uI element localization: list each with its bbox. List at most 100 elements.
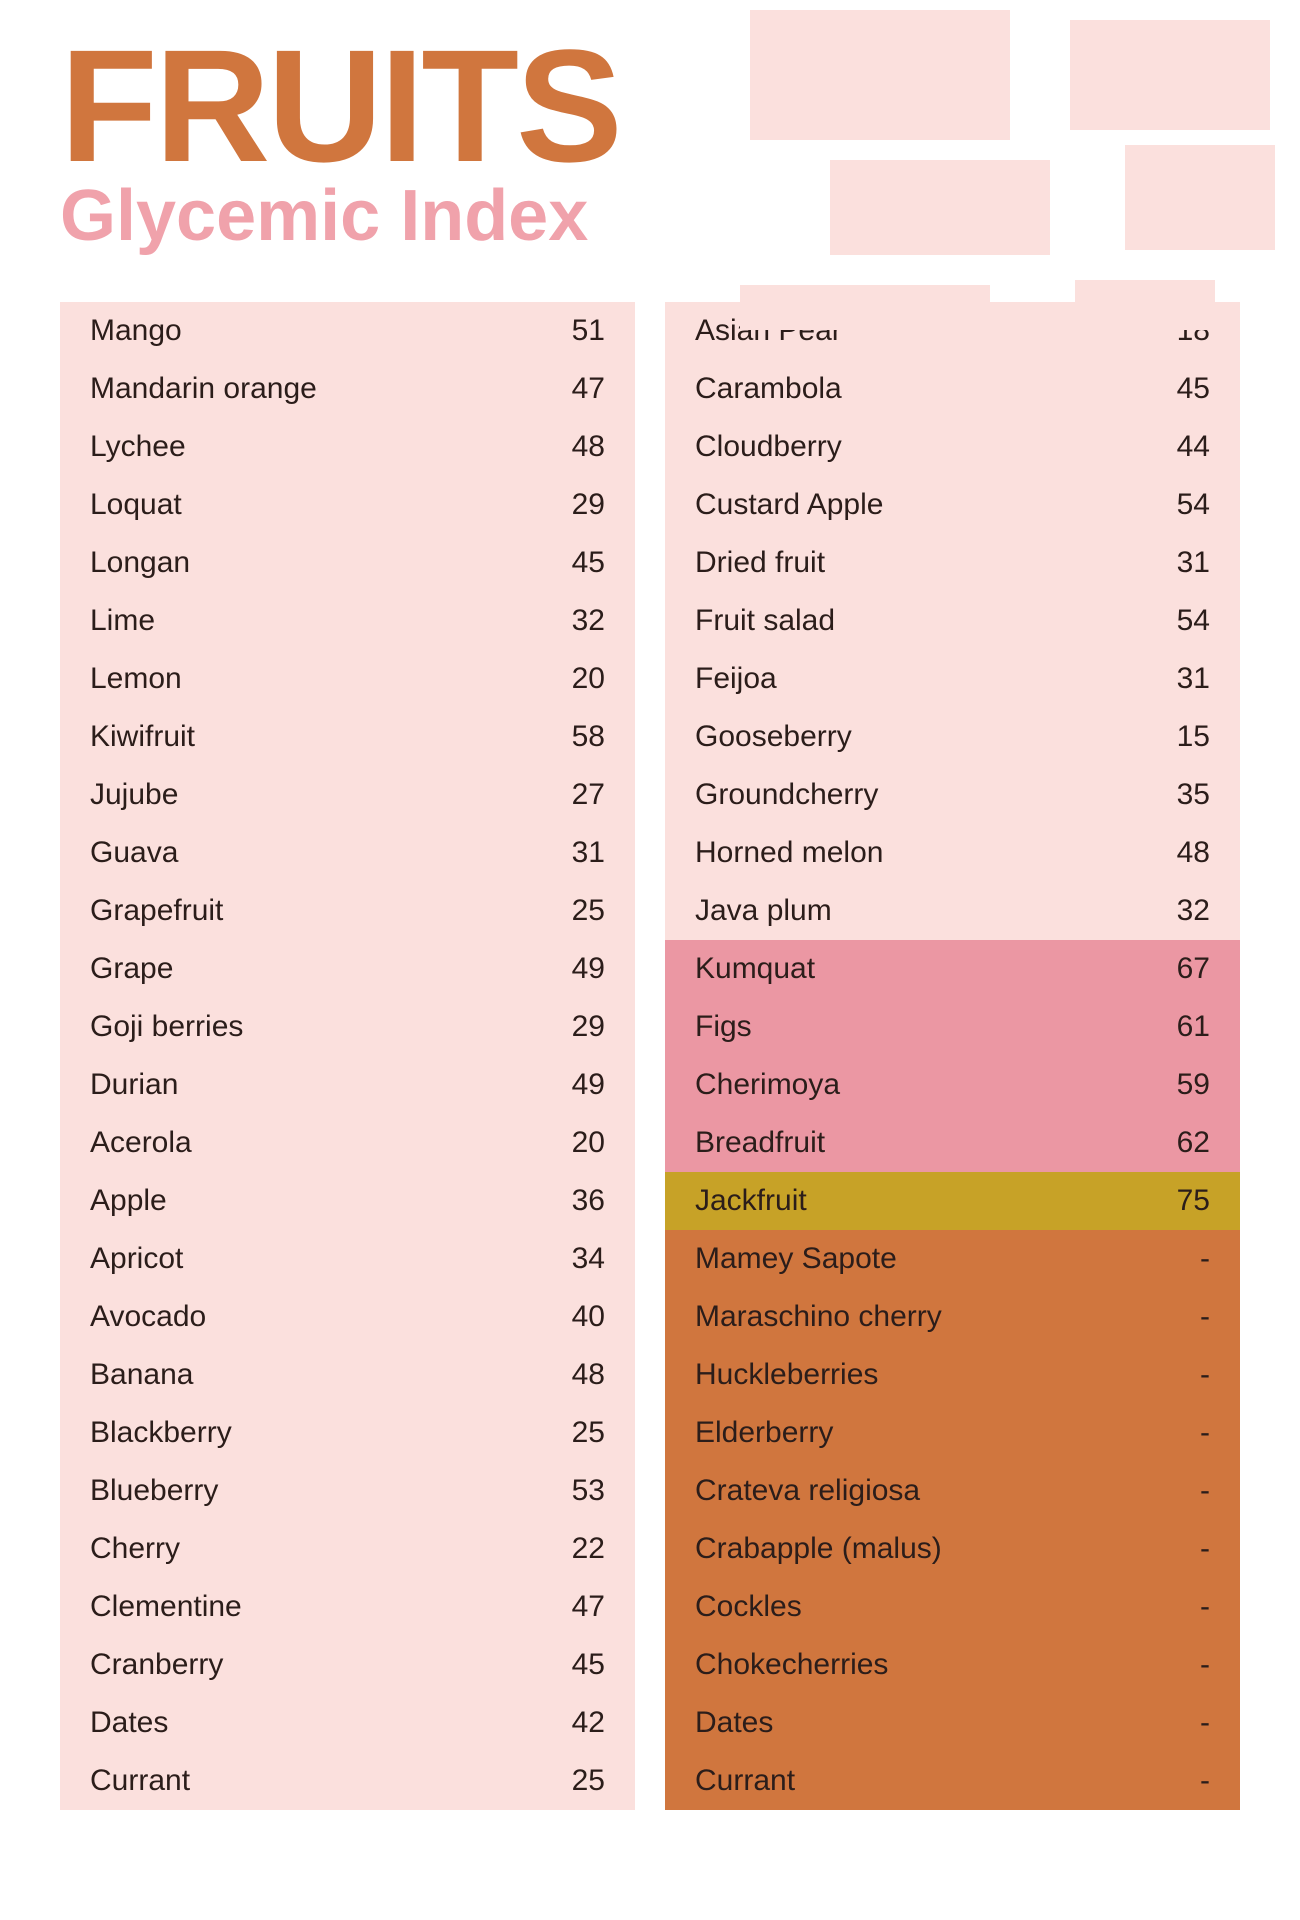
table-row: Kiwifruit 58 xyxy=(60,708,635,766)
fruit-name: Mandarin orange xyxy=(90,372,317,406)
table-row: Custard Apple54 xyxy=(665,476,1240,534)
gi-value: 25 xyxy=(545,894,605,928)
fruit-name: Breadfruit xyxy=(695,1126,825,1160)
gi-value: 15 xyxy=(1150,720,1210,754)
fruit-name: Loquat xyxy=(90,488,182,522)
gi-value: 32 xyxy=(545,604,605,638)
fruit-name: Fruit salad xyxy=(695,604,835,638)
gi-value: - xyxy=(1150,1358,1210,1392)
gi-value: 29 xyxy=(545,488,605,522)
gi-value: 59 xyxy=(1150,1068,1210,1102)
fruit-name: Longan xyxy=(90,546,190,580)
gi-value: 42 xyxy=(545,1706,605,1740)
fruit-name: Blackberry xyxy=(90,1416,232,1450)
fruit-name: Carambola xyxy=(695,372,842,406)
fruit-name: Lemon xyxy=(90,662,182,696)
fruit-name: Mamey Sapote xyxy=(695,1242,897,1276)
table-row: Horned melon48 xyxy=(665,824,1240,882)
fruit-name: Kumquat xyxy=(695,952,815,986)
gi-value: 35 xyxy=(1150,778,1210,812)
table-row: Cherry22 xyxy=(60,1520,635,1578)
table-row: Cloudberry44 xyxy=(665,418,1240,476)
table-row: Cherimoya 59 xyxy=(665,1056,1240,1114)
fruit-name: Currant xyxy=(90,1764,190,1798)
gi-value: 20 xyxy=(545,662,605,696)
gi-value: 44 xyxy=(1150,430,1210,464)
gi-value: 34 xyxy=(545,1242,605,1276)
fruit-name: Banana xyxy=(90,1358,193,1392)
fruit-name: Mango xyxy=(90,314,182,348)
fruit-name: Cherry xyxy=(90,1532,180,1566)
table-row: Cockles- xyxy=(665,1578,1240,1636)
table-row: Clementine47 xyxy=(60,1578,635,1636)
fruit-name: Feijoa xyxy=(695,662,777,696)
gi-value: 40 xyxy=(545,1300,605,1334)
fruit-name: Acerola xyxy=(90,1126,192,1160)
table-row: Dried fruit31 xyxy=(665,534,1240,592)
table-row: Elderberry - xyxy=(665,1404,1240,1462)
fruit-name: Jujube xyxy=(90,778,178,812)
fruit-name: Grapefruit xyxy=(90,894,223,928)
right-column: Asian Pear18Carambola45Cloudberry44Custa… xyxy=(665,302,1240,1810)
page-title: FRUITS xyxy=(60,30,1240,182)
gi-value: 25 xyxy=(545,1764,605,1798)
gi-value: 45 xyxy=(1150,372,1210,406)
fruit-name: Dates xyxy=(695,1706,773,1740)
fruit-name: Lychee xyxy=(90,430,186,464)
table-columns: Mango 51 Mandarin orange 47 Lychee48 Loquat 29… xyxy=(0,272,1300,1850)
gi-value: - xyxy=(1150,1242,1210,1276)
gi-value: 58 xyxy=(545,720,605,754)
table-row: Carambola 45 xyxy=(665,360,1240,418)
table-row: Crabapple (malus)- xyxy=(665,1520,1240,1578)
table-row: Lime32 xyxy=(60,592,635,650)
table-row: Guava31 xyxy=(60,824,635,882)
table-row: Jujube 27 xyxy=(60,766,635,824)
gi-value: 32 xyxy=(1150,894,1210,928)
table-row: Huckleberries- xyxy=(665,1346,1240,1404)
page-subtitle: Glycemic Index xyxy=(60,180,1240,252)
fruit-name: Goji berries xyxy=(90,1010,243,1044)
fruit-name: Cherimoya xyxy=(695,1068,840,1102)
table-row: Cranberry45 xyxy=(60,1636,635,1694)
gi-value: 61 xyxy=(1150,1010,1210,1044)
gi-value: 47 xyxy=(545,1590,605,1624)
fruit-name: Groundcherry xyxy=(695,778,878,812)
table-row: Crateva religiosa- xyxy=(665,1462,1240,1520)
table-row: Grapefruit 25 xyxy=(60,882,635,940)
fruit-name: Kiwifruit xyxy=(90,720,195,754)
gi-value: 45 xyxy=(545,546,605,580)
table-row: Mango 51 xyxy=(60,302,635,360)
gi-value: 27 xyxy=(545,778,605,812)
gi-value: 31 xyxy=(1150,662,1210,696)
fruit-name: Currant xyxy=(695,1764,795,1798)
fruit-name: Crabapple (malus) xyxy=(695,1532,942,1566)
table-row: Currant - xyxy=(665,1752,1240,1810)
fruit-name: Elderberry xyxy=(695,1416,833,1450)
table-row: Fruit salad54 xyxy=(665,592,1240,650)
gi-value: 20 xyxy=(545,1126,605,1160)
fruit-name: Java plum xyxy=(695,894,832,928)
fruit-name: Apple xyxy=(90,1184,167,1218)
gi-value: - xyxy=(1150,1764,1210,1798)
fruit-name: Maraschino cherry xyxy=(695,1300,942,1334)
gi-value: 47 xyxy=(545,372,605,406)
table-row: Acerola 20 xyxy=(60,1114,635,1172)
fruit-name: Cockles xyxy=(695,1590,802,1624)
gi-value: 51 xyxy=(545,314,605,348)
fruit-name: Figs xyxy=(695,1010,752,1044)
gi-value: 29 xyxy=(545,1010,605,1044)
deco-block xyxy=(1075,280,1215,330)
table-row: Durian49 xyxy=(60,1056,635,1114)
table-row: Mandarin orange 47 xyxy=(60,360,635,418)
table-row: Dates- xyxy=(665,1694,1240,1752)
table-row: Loquat 29 xyxy=(60,476,635,534)
table-row: Blackberry25 xyxy=(60,1404,635,1462)
table-row: Lychee48 xyxy=(60,418,635,476)
gi-value: - xyxy=(1150,1648,1210,1682)
gi-value: 36 xyxy=(545,1184,605,1218)
table-row: Figs 61 xyxy=(665,998,1240,1056)
gi-value: 31 xyxy=(1150,546,1210,580)
gi-value: - xyxy=(1150,1416,1210,1450)
table-row: Chokecherries- xyxy=(665,1636,1240,1694)
table-row: Apricot34 xyxy=(60,1230,635,1288)
